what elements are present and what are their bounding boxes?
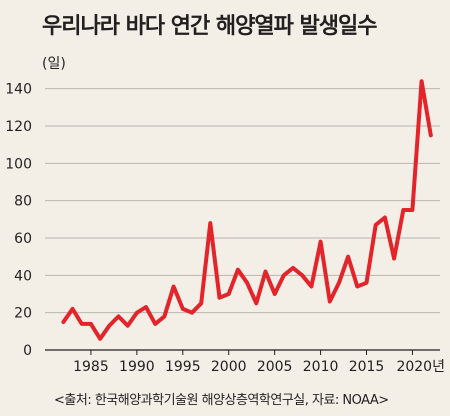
y-axis-label: (일) (42, 56, 66, 72)
series-line-0 (61, 79, 433, 341)
y-tick-label-100: 100 (5, 156, 32, 172)
x-tick-label-1995: 1995 (165, 359, 201, 375)
x-tick-label-2010: 2010 (303, 359, 339, 375)
x-tick-label-1990: 1990 (119, 359, 155, 375)
y-tick-label-0: 0 (23, 343, 32, 359)
x-axis-ticks: 1985 1990 1995 2000 2005 2010 2015 2020년 (73, 350, 445, 375)
x-tick-label-2000: 2000 (211, 359, 247, 375)
y-tick-label-140: 140 (5, 82, 32, 98)
y-tick-label-60: 60 (14, 231, 32, 247)
x-tick-label-2005: 2005 (257, 359, 293, 375)
y-tick-label-120: 120 (5, 119, 32, 135)
source-note: <출처: 한국해양과학기술원 해양상층역학연구실, 자료: NOAA> (54, 393, 389, 408)
y-tick-label-20: 20 (14, 306, 32, 322)
y-tick-label-80: 80 (14, 194, 32, 210)
x-tick-label-2015: 2015 (349, 359, 385, 375)
x-tick-label-1985: 1985 (73, 359, 109, 375)
x-tick-label-2020: 2020년 (396, 359, 445, 375)
chart-title: 우리나라 바다 연간 해양열파 발생일수 (42, 14, 377, 39)
y-axis-ticks: 0 20 40 60 80 100 120 140 (5, 82, 32, 359)
y-tick-label-40: 40 (14, 268, 32, 284)
series-lines (61, 79, 433, 341)
